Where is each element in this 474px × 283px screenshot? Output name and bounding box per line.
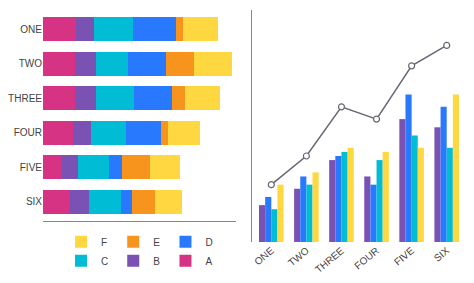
svg-text:THREE: THREE (313, 245, 346, 275)
svg-text:ONE: ONE (252, 245, 276, 268)
svg-text:F: F (101, 237, 107, 248)
svg-text:SIX: SIX (432, 245, 452, 264)
svg-text:E: E (153, 237, 160, 248)
svg-text:SIX: SIX (26, 196, 42, 207)
svg-text:FOUR: FOUR (352, 245, 381, 272)
svg-text:FOUR: FOUR (14, 127, 42, 138)
svg-text:TWO: TWO (286, 245, 311, 269)
svg-text:TWO: TWO (19, 58, 43, 69)
svg-text:FIVE: FIVE (392, 245, 416, 268)
svg-text:A: A (205, 256, 212, 267)
svg-text:ONE: ONE (20, 24, 42, 35)
svg-text:THREE: THREE (8, 93, 42, 104)
svg-text:FIVE: FIVE (20, 162, 43, 173)
svg-text:D: D (205, 237, 212, 248)
svg-text:C: C (101, 256, 108, 267)
svg-text:B: B (153, 256, 160, 267)
